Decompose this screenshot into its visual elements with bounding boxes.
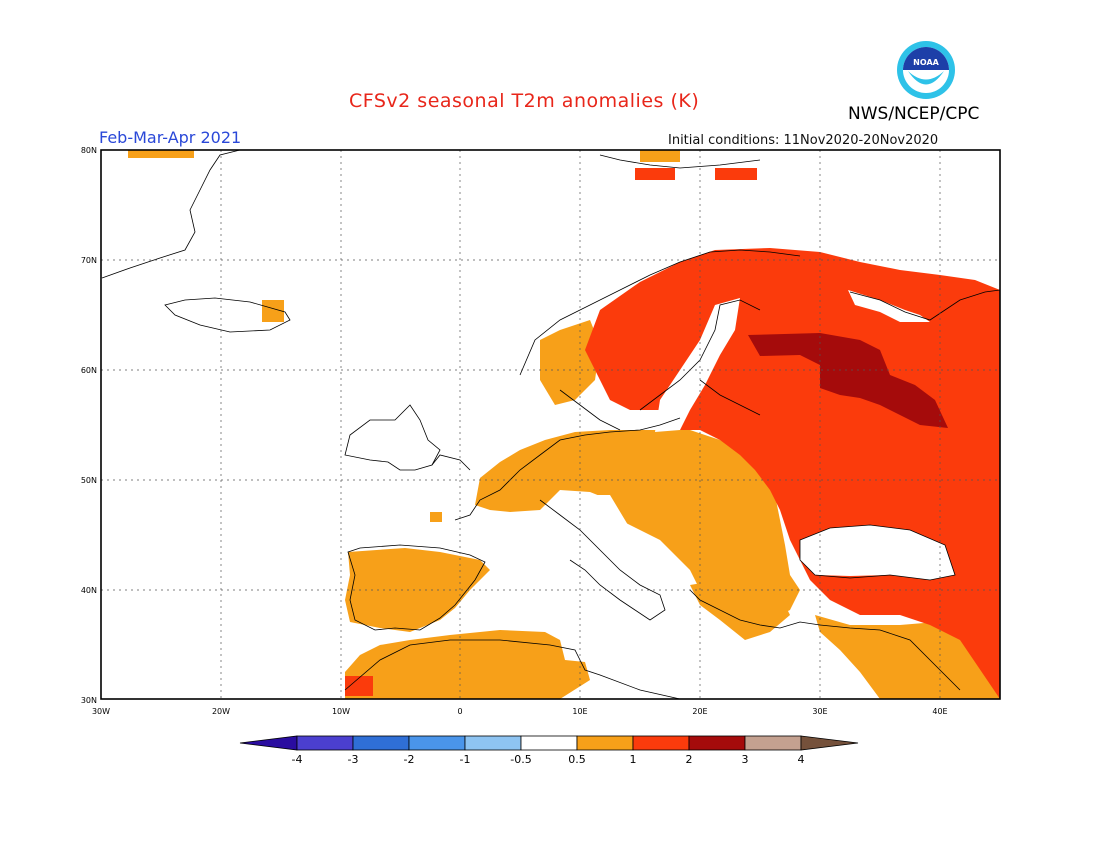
lat-tick-50n: 50N <box>81 476 97 485</box>
colorbar-swatch <box>576 735 634 751</box>
lon-tick-0: 0 <box>457 707 462 716</box>
colorbar-tick-label: 0.5 <box>568 753 586 766</box>
map-frame <box>100 149 1001 700</box>
anomaly-region-balkans <box>690 580 790 640</box>
noaa-logo: NOAA <box>897 41 955 99</box>
colorbar-tick-label: 4 <box>798 753 805 766</box>
map-title: CFSv2 seasonal T2m anomalies (K) <box>349 90 700 112</box>
colorbar-tick-label: -1 <box>460 753 471 766</box>
colorbar-arrow-high <box>800 735 859 751</box>
colorbar-swatch <box>296 735 354 751</box>
anomaly-region-scandinavia-coast <box>540 320 600 405</box>
lon-tick-10e: 10E <box>572 707 587 716</box>
latitude-axis: 30N 40N 50N 60N 70N 80N <box>81 146 97 705</box>
lon-tick-40e: 40E <box>932 707 947 716</box>
anomaly-patch-franz-josef <box>715 168 757 180</box>
lon-tick-20e: 20E <box>692 707 707 716</box>
colorbar-tick-label: 2 <box>686 753 693 766</box>
anomaly-region-iberia <box>345 548 490 632</box>
colorbar-swatch <box>744 735 802 751</box>
lat-tick-70n: 70N <box>81 256 97 265</box>
colorbar-swatch <box>408 735 466 751</box>
longitude-axis: 30W 20W 10W 0 10E 20E 30E 40E <box>92 707 948 716</box>
colorbar-tick-label: 1 <box>630 753 637 766</box>
colorbar: -4 -3 -2 -1 -0.5 0.5 1 2 3 4 <box>239 735 859 766</box>
graticule <box>101 150 1000 699</box>
colorbar-swatch <box>632 735 690 751</box>
coastlines <box>101 150 1000 699</box>
colorbar-swatch <box>352 735 410 751</box>
logo-text: NOAA <box>913 58 939 67</box>
anomaly-region-west-russia <box>748 333 948 428</box>
lat-tick-40n: 40N <box>81 586 97 595</box>
colorbar-swatch <box>520 735 578 751</box>
colorbar-tick-label: -0.5 <box>510 753 531 766</box>
lon-tick-10w: 10W <box>332 707 350 716</box>
colorbar-tick-label: -3 <box>348 753 359 766</box>
neutral-region-italy <box>540 495 670 600</box>
lon-tick-30e: 30E <box>812 707 827 716</box>
neutral-region-black-sea <box>800 525 955 580</box>
lat-tick-30n: 30N <box>81 696 97 705</box>
lat-tick-60n: 60N <box>81 366 97 375</box>
agency-label: NWS/NCEP/CPC <box>848 104 980 124</box>
colorbar-swatch <box>688 735 746 751</box>
forecast-period: Feb-Mar-Apr 2021 <box>99 128 242 147</box>
anomaly-region-central-europe <box>475 430 800 620</box>
colorbar-tick-label: -4 <box>292 753 303 766</box>
lon-tick-20w: 20W <box>212 707 230 716</box>
neutral-region-kola <box>848 290 930 322</box>
colorbar-tick-label: 3 <box>742 753 749 766</box>
anomaly-patch-greenland <box>128 150 194 158</box>
colorbar-tick-label: -2 <box>404 753 415 766</box>
colorbar-arrow-low <box>239 735 298 751</box>
anomaly-patch-france-coast <box>430 512 442 522</box>
lat-tick-80n: 80N <box>81 146 97 155</box>
anomaly-patch-svalbard <box>640 150 680 162</box>
colorbar-swatch <box>464 735 522 751</box>
anomaly-fields <box>128 150 1000 699</box>
anomaly-patch-iceland <box>262 300 284 322</box>
lon-tick-30w: 30W <box>92 707 110 716</box>
anomaly-patch-morocco <box>345 676 373 696</box>
neutral-region-baltic <box>655 298 740 432</box>
anomaly-patch-svalbard-red <box>635 168 675 180</box>
initial-conditions: Initial conditions: 11Nov2020-20Nov2020 <box>668 133 939 148</box>
